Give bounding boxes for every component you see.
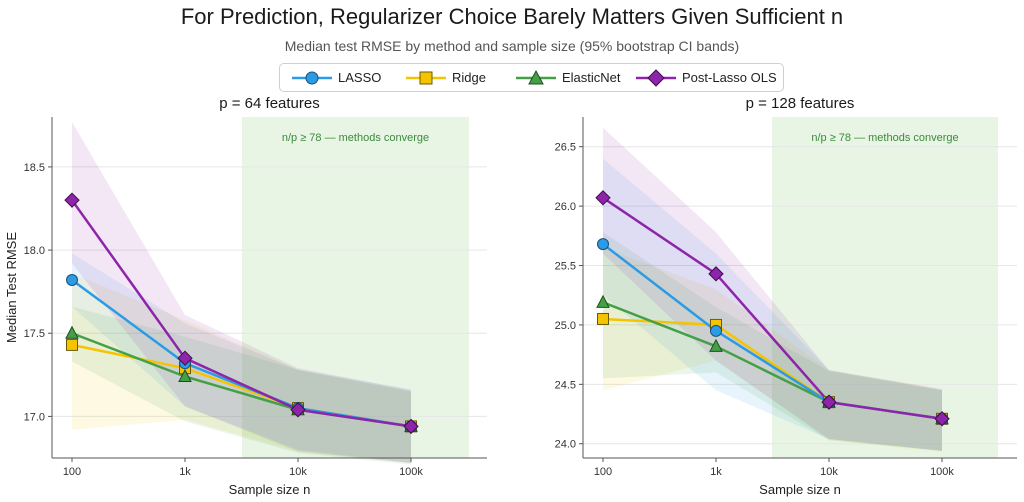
y-tick-label: 17.5 [24,328,45,340]
x-tick-label: 100k [399,466,423,478]
legend-marker-post-lasso [636,68,676,87]
data-point-post-lasso-ols [934,411,950,427]
panel-1: n/p ≥ 78 — methods converge 17.0 17.5 18.0 1… [4,95,487,497]
data-point-lasso [66,274,78,287]
data-point-lasso [710,324,722,337]
ci-band-lasso [603,158,942,451]
legend: LASSO Ridge ElasticNet Post-Lasso OLS [279,63,784,92]
y-tick-label: 24.5 [555,379,576,391]
y-tick-label: 18.0 [24,245,45,257]
x-tick-label: 1k [179,466,191,478]
ci-band-post-lasso-ols [72,121,411,463]
convergence-region [772,117,998,458]
data-point-elasticnet [709,338,723,352]
panel-2: n/p ≥ 78 — methods converge 24.0 24.5 25.0 2… [555,95,1017,497]
ci-band-ridge [603,247,942,453]
panel-title: p = 128 features [746,95,855,112]
x-tick-label: 100 [594,466,612,478]
legend-label-ridge: Ridge [452,70,486,85]
series-line-post-lasso-ols [70,199,412,428]
ci-band-post-lasso-ols [603,127,942,451]
convergence-region-label: n/p ≥ 78 — methods converge [282,132,429,144]
x-tick-label: 10k [289,466,307,478]
series-line-post-lasso-ols [602,196,943,421]
x-tick-label: 100k [930,466,954,478]
y-axis-label: Median Test RMSE [4,232,19,343]
data-point-post-lasso-ols [595,190,611,206]
legend-item-ridge: Ridge [406,64,486,91]
x-tick-label: 10k [820,466,838,478]
y-tick-label: 18.5 [24,162,45,174]
legend-marker-lasso [292,71,332,84]
data-point-ridge [66,338,78,351]
y-tick-label: 26.5 [555,142,576,154]
y-tick-label: 26.0 [555,201,576,213]
data-point-post-lasso-ols [708,266,724,282]
data-point-post-lasso-ols [177,350,193,366]
legend-item-elasticnet: ElasticNet [516,64,621,91]
data-point-ridge [597,312,609,325]
data-point-post-lasso-ols [64,192,80,208]
data-point-elasticnet [65,325,79,339]
x-axis-label: Sample size n [229,482,311,497]
chart-subtitle: Median test RMSE by method and sample si… [284,38,740,54]
x-axis-label: Sample size n [759,482,841,497]
y-tick-label: 17.0 [24,411,45,423]
y-tick-label: 25.5 [555,261,576,273]
y-tick-label: 25.0 [555,320,576,332]
data-point-elasticnet [178,368,192,382]
ci-band-elasticnet [603,232,942,451]
x-tick-label: 100 [63,466,81,478]
y-tick-label: 24.0 [555,439,576,451]
ci-band-lasso [72,253,411,463]
legend-item-lasso: LASSO [292,64,381,91]
legend-label-lasso: LASSO [338,70,382,85]
data-point-post-lasso-ols [821,394,837,410]
panel-title: p = 64 features [219,95,320,112]
legend-marker-ridge [406,71,446,84]
data-point-lasso [597,238,609,251]
x-tick-label: 1k [710,466,722,478]
data-point-post-lasso-ols [290,402,306,418]
chart-title: For Prediction, Regularizer Choice Barel… [180,4,844,29]
legend-item-post-lasso: Post-Lasso OLS [636,64,777,91]
legend-label-post-lasso: Post-Lasso OLS [682,70,777,85]
legend-label-elasticnet: ElasticNet [562,70,621,85]
data-point-post-lasso-ols [403,418,419,435]
legend-marker-elasticnet [516,69,556,84]
convergence-region-label: n/p ≥ 78 — methods converge [811,132,958,144]
data-point-elasticnet [596,294,610,308]
